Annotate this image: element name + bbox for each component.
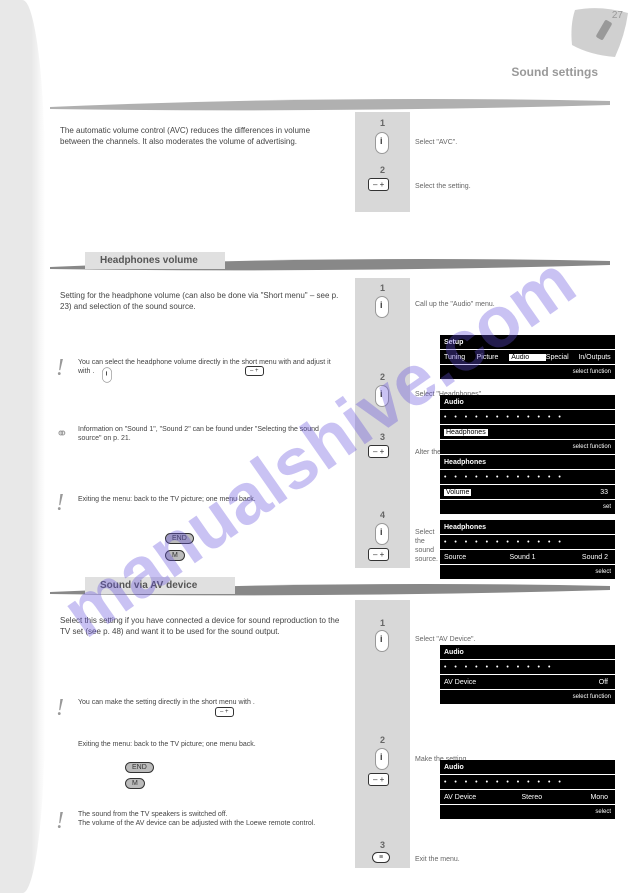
tip: You can select the headphone volume dire… [78,358,338,376]
osd-setup: Setup Tuning Picture Audio Special In/Ou… [440,335,615,380]
m-button-icon: M [165,550,185,561]
hint: Call up the "Audio" menu. [415,300,495,309]
tip: The sound from the TV speakers is switch… [78,810,338,828]
exclamation-icon: ! [56,355,64,382]
link-icon: ⚭ [56,425,68,442]
i-button-icon [375,748,389,772]
tip: You can make the setting directly in the… [78,698,338,707]
hint: Select "AV Device". [415,635,475,644]
avc-text: The automatic volume control (AVC) reduc… [60,125,340,147]
step: 4 [360,510,405,520]
plusminus-icon: – + [368,445,389,458]
osd-av-2: Audio • • • • • • • • • • • • AV DeviceS… [440,760,615,820]
i-button-icon [375,630,389,654]
link-text: Information on "Sound 1", "Sound 2" can … [78,425,338,443]
hint: Select "AVC". [415,138,457,147]
page-number: 27 [612,10,623,21]
page-title: Sound settings [511,65,598,79]
tip: Exiting the menu: back to the TV picture… [78,740,338,749]
section-label-headphones: Headphones volume [85,252,225,269]
exclamation-icon: ! [56,695,64,722]
plusminus-inline-icon: – + [245,366,264,376]
plusminus-icon: – + [368,773,389,786]
osd-av-1: Audio • • • • • • • • • • • AV DeviceOff… [440,645,615,705]
step: 1 [360,283,405,293]
tip: Exiting the menu: back to the TV picture… [78,495,338,504]
plusminus-inline-icon: – + [215,707,234,717]
exclamation-icon: ! [56,808,64,835]
osd-headphones-vol: Headphones • • • • • • • • • • • • Volum… [440,455,615,515]
divider-swoosh [50,95,610,113]
step: 1 [360,618,405,628]
end-button-icon: END [165,533,194,544]
av-text: Select this setting if you have connecte… [60,615,340,637]
step: 3 [360,432,405,442]
osd-headphones-src: Headphones • • • • • • • • • • • • Sourc… [440,520,615,580]
step: 2 [360,735,405,745]
i-button-icon [375,132,389,156]
i-button-icon [375,296,389,320]
step-2: 2 [360,165,405,175]
m-button-icon: M [125,778,145,789]
section-label-av: Sound via AV device [85,577,235,594]
osd-audio: Audio • • • • • • • • • • • • Headphones… [440,395,615,455]
end-button-icon: ≡ [372,852,390,863]
i-button-icon [375,385,389,409]
step: 2 [360,372,405,382]
step: 3 [360,840,405,850]
hp-text: Setting for the headphone volume (can al… [60,290,340,312]
step-1: 1 [360,118,405,128]
exclamation-icon: ! [56,490,64,517]
hint: Select the setting. [415,182,471,191]
end-button-icon: END [125,762,154,773]
i-button-inline-icon [100,364,114,388]
i-button-icon [375,523,389,547]
hint: Exit the menu. [415,855,460,864]
plusminus-icon: – + [368,178,389,191]
plusminus-icon: – + [368,548,389,561]
